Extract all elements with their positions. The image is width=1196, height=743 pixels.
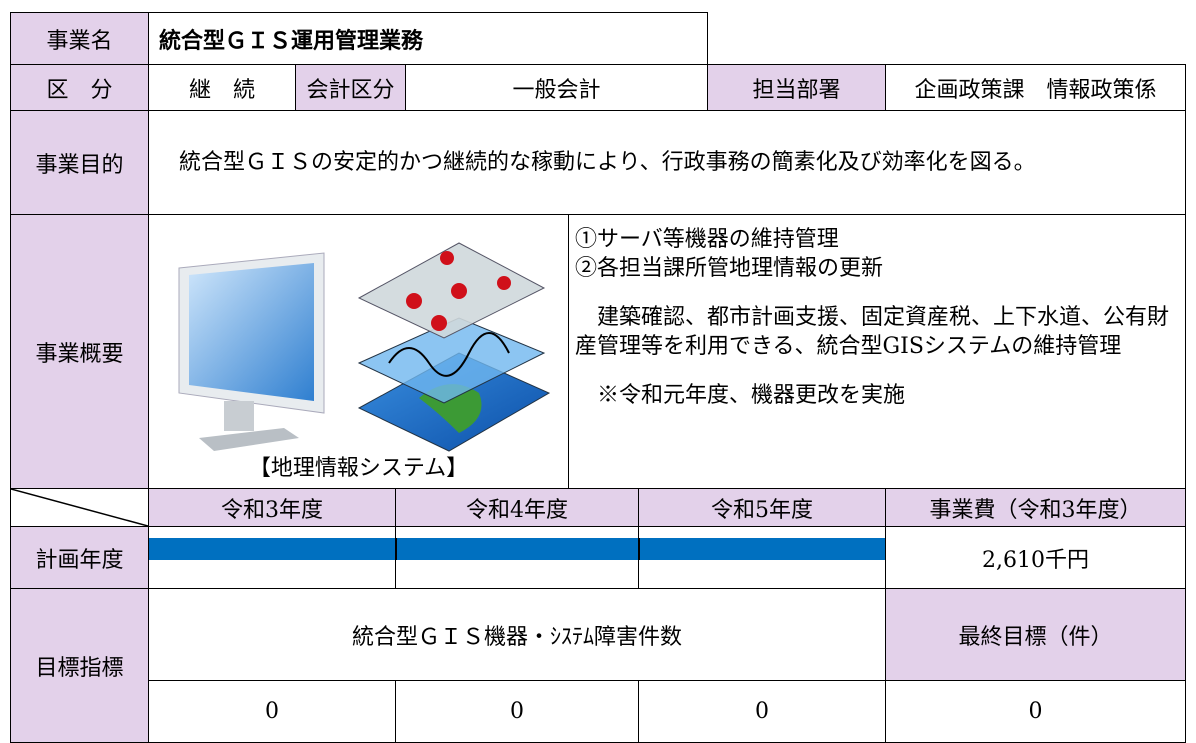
diagonal-cell bbox=[10, 488, 149, 527]
cell: 0 bbox=[885, 680, 1186, 743]
title-cell: 統合型ＧＩＳ運用管理業務 bbox=[148, 12, 708, 65]
cell: 企画政策課 情報政策係 bbox=[885, 64, 1186, 111]
summary-line: ①サーバ等機器の維持管理 bbox=[575, 227, 839, 252]
label: 事業目的 bbox=[35, 152, 124, 178]
summary-line: ※令和元年度、機器更改を実施 bbox=[575, 383, 906, 408]
target-value: 0 bbox=[265, 699, 279, 724]
cost-label: 事業費（令和3年度） bbox=[929, 497, 1142, 523]
target-value: 0 bbox=[755, 699, 769, 724]
label-cell: 事業概要 bbox=[10, 214, 149, 489]
diagonal bbox=[11, 489, 148, 526]
label-cell: 担当部署 bbox=[707, 64, 886, 111]
divider bbox=[395, 538, 397, 560]
cell: 0 bbox=[148, 680, 396, 743]
target-value: 0 bbox=[510, 699, 524, 724]
gis-illustration bbox=[178, 242, 551, 452]
label: 計画年度 bbox=[35, 547, 124, 573]
label-cell: 最終目標（件） bbox=[885, 588, 1186, 681]
cell: 一般会計 bbox=[405, 64, 708, 111]
project-name: 統合型ＧＩＳ運用管理業務 bbox=[159, 27, 424, 54]
year-cell: 令和3年度 bbox=[148, 488, 396, 527]
cell: 2,610千円 bbox=[885, 526, 1186, 589]
label: 会計区分 bbox=[306, 77, 395, 103]
label: 事業概要 bbox=[35, 341, 124, 367]
label: 事業名 bbox=[46, 28, 113, 54]
line-layer bbox=[357, 317, 546, 404]
summary-line: 建築確認、都市計画支援、固定資産税、上下水道、公有財産管理等を利用できる、統合型… bbox=[575, 305, 1170, 359]
label-cell: 事業名 bbox=[10, 12, 149, 65]
year: 令和5年度 bbox=[711, 497, 813, 523]
label-cell: 計画年度 bbox=[10, 526, 149, 589]
plan-bar bbox=[149, 538, 885, 560]
label-cell: 目標指標 bbox=[10, 588, 149, 743]
purpose: 統合型ＧＩＳの安定的かつ継続的な稼動により、行政事務の簡素化及び効率化を図る。 bbox=[157, 149, 1036, 175]
points bbox=[406, 251, 511, 331]
year: 令和4年度 bbox=[466, 497, 568, 523]
year: 令和3年度 bbox=[221, 497, 323, 523]
base bbox=[199, 428, 299, 451]
label: 担当部署 bbox=[752, 77, 841, 103]
cell: 0 bbox=[638, 680, 886, 743]
category: 継 続 bbox=[188, 77, 255, 103]
label-cell: 区 分 bbox=[10, 64, 149, 111]
final-label: 最終目標（件） bbox=[958, 624, 1113, 650]
stand bbox=[224, 401, 254, 431]
label-cell: 事業目的 bbox=[10, 110, 149, 215]
dept: 企画政策課 情報政策係 bbox=[914, 77, 1157, 103]
label: 目標指標 bbox=[35, 655, 124, 681]
divider bbox=[638, 538, 640, 560]
label-cell: 事業費（令和3年度） bbox=[885, 488, 1186, 527]
label: 区 分 bbox=[46, 77, 113, 103]
year-cell: 令和5年度 bbox=[638, 488, 886, 527]
image-cell: 【地理情報システム】 bbox=[148, 214, 569, 489]
target-value: 0 bbox=[1028, 699, 1043, 724]
cell: 統合型ＧＩＳ機器・ｼｽﾃﾑ障害件数 bbox=[148, 588, 886, 681]
cell: 統合型ＧＩＳの安定的かつ継続的な稼動により、行政事務の簡素化及び効率化を図る。 bbox=[148, 110, 1186, 215]
line bbox=[388, 332, 510, 377]
summary-cell: ①サーバ等機器の維持管理 ②各担当課所管地理情報の更新 建築確認、都市計画支援、… bbox=[568, 214, 1186, 489]
image-caption: 【地理情報システム】 bbox=[248, 456, 469, 481]
screen bbox=[189, 263, 314, 401]
cell: 0 bbox=[395, 680, 639, 743]
account: 一般会計 bbox=[512, 77, 601, 103]
label-cell: 会計区分 bbox=[295, 64, 406, 111]
summary-line: ②各担当課所管地理情報の更新 bbox=[575, 256, 884, 281]
cell: 継 続 bbox=[148, 64, 296, 111]
indicator: 統合型ＧＩＳ機器・ｼｽﾃﾑ障害件数 bbox=[351, 624, 682, 650]
cost: 2,610千円 bbox=[982, 547, 1089, 573]
year-cell: 令和4年度 bbox=[395, 488, 639, 527]
